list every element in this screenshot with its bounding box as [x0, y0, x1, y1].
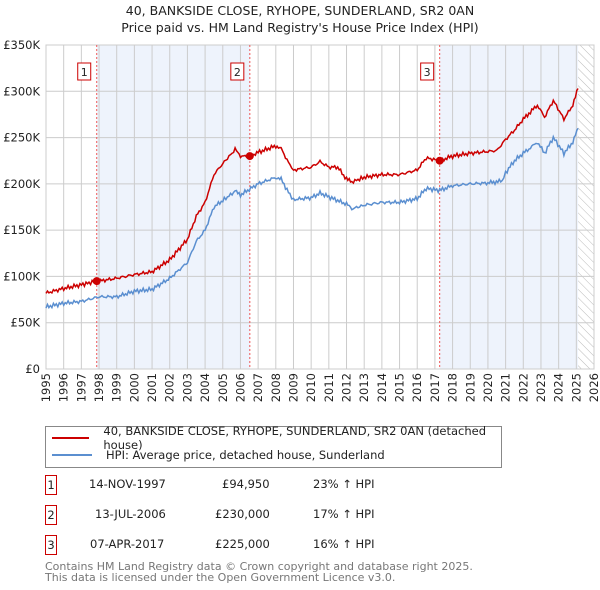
x-tick-label: 2024: [552, 373, 566, 402]
transaction-date: 14-NOV-1997: [89, 477, 166, 491]
x-tick-label: 2010: [304, 373, 318, 402]
y-tick-label: £100K: [3, 269, 40, 283]
transaction-number: 1: [45, 475, 57, 495]
transaction-hpi: 23% ↑ HPI: [313, 477, 375, 491]
x-tick-label: 1997: [74, 373, 88, 402]
x-tick-label: 2000: [127, 373, 141, 402]
y-tick-label: £50K: [11, 316, 41, 330]
x-tick-label: 2004: [198, 373, 212, 402]
sale-label-box: [77, 62, 92, 81]
series-line: [45, 127, 579, 310]
y-tick-label: £250K: [3, 131, 40, 145]
x-tick-label: 2011: [322, 373, 336, 402]
x-tick-label: 2023: [534, 373, 548, 402]
transaction-number: 2: [45, 505, 57, 525]
footer: Contains HM Land Registry data © Crown c…: [45, 561, 473, 583]
x-tick-label: 1995: [39, 373, 53, 402]
footer-licence: This data is licensed under the Open Gov…: [45, 571, 396, 584]
x-tick-label: 2018: [446, 373, 460, 402]
y-tick-label: £300K: [3, 84, 40, 98]
x-tick-label: 2017: [428, 373, 442, 402]
legend-item-hpi: HPI: Average price, detached house, Sund…: [52, 447, 385, 463]
legend-label: 40, BANKSIDE CLOSE, RYHOPE, SUNDERLAND, …: [103, 424, 486, 452]
sale-label-box: [420, 62, 435, 81]
x-tick-label: 2007: [251, 373, 265, 402]
x-tick-label: 2014: [375, 373, 389, 402]
transaction-price: £94,950: [222, 477, 270, 491]
transaction-hpi: 16% ↑ HPI: [313, 537, 375, 551]
forecast-hatch: [578, 45, 594, 369]
series-line: [45, 88, 579, 294]
x-tick-label: 2016: [410, 373, 424, 402]
x-tick-label: 2022: [516, 373, 530, 402]
footer-copyright: Contains HM Land Registry data © Crown c…: [45, 560, 473, 573]
x-tick-label: 1998: [92, 373, 106, 402]
x-tick-label: 2026: [587, 373, 600, 402]
chart-title-line1: 40, BANKSIDE CLOSE, RYHOPE, SUNDERLAND, …: [125, 3, 475, 18]
x-tick-label: 2002: [163, 373, 177, 402]
sale-point: [245, 152, 254, 161]
transaction-date: 07-APR-2017: [90, 537, 165, 551]
legend: 40, BANKSIDE CLOSE, RYHOPE, SUNDERLAND, …: [45, 424, 502, 468]
sale-label-box: [230, 62, 245, 81]
x-tick-label: 2021: [499, 373, 513, 402]
y-tick-label: £0: [25, 362, 40, 376]
x-tick-label: 2020: [481, 373, 495, 402]
x-tick-label: 2003: [180, 373, 194, 402]
x-tick-label: 2009: [286, 373, 300, 402]
x-tick-label: 2006: [233, 373, 247, 402]
sale-point: [92, 277, 101, 286]
y-tick-label: £200K: [3, 177, 40, 191]
chart-title-line2: Price paid vs. HM Land Registry's House …: [121, 20, 479, 35]
x-tick-label: 2015: [393, 373, 407, 402]
transaction-date: 13-JUL-2006: [95, 507, 166, 521]
legend-label: HPI: Average price, detached house, Sund…: [106, 448, 385, 462]
transaction-price: £225,000: [215, 537, 270, 551]
line-chart: 1995 1996 1997 1998 1999 2000 2001 2002 2003 2004…: [3, 38, 600, 402]
sale-point: [435, 156, 444, 165]
y-tick-label: £350K: [3, 38, 40, 52]
x-tick-label: 2005: [216, 373, 230, 402]
x-tick-label: 2013: [357, 373, 371, 402]
x-tick-label: 1996: [57, 373, 71, 402]
x-tick-label: 2025: [569, 373, 583, 402]
sale-label: 1: [81, 66, 88, 79]
transaction-hpi: 17% ↑ HPI: [313, 507, 375, 521]
legend-item-property: 40, BANKSIDE CLOSE, RYHOPE, SUNDERLAND, …: [52, 424, 501, 452]
x-tick-label: 1999: [110, 373, 124, 402]
x-tick-label: 2008: [269, 373, 283, 402]
transaction-number: 3: [45, 535, 57, 555]
sale-label: 3: [424, 66, 431, 79]
legend-swatch-red: [52, 437, 90, 439]
transaction-price: £230,000: [215, 507, 270, 521]
x-tick-label: 2012: [340, 373, 354, 402]
shaded-period: [439, 45, 579, 369]
plot-border: [45, 44, 595, 370]
y-tick-label: £150K: [3, 223, 40, 237]
x-tick-label: 2019: [463, 373, 477, 402]
sale-label: 2: [234, 66, 241, 79]
shaded-period: [96, 45, 250, 369]
x-tick-label: 2001: [145, 373, 159, 402]
legend-swatch-blue: [52, 454, 92, 456]
